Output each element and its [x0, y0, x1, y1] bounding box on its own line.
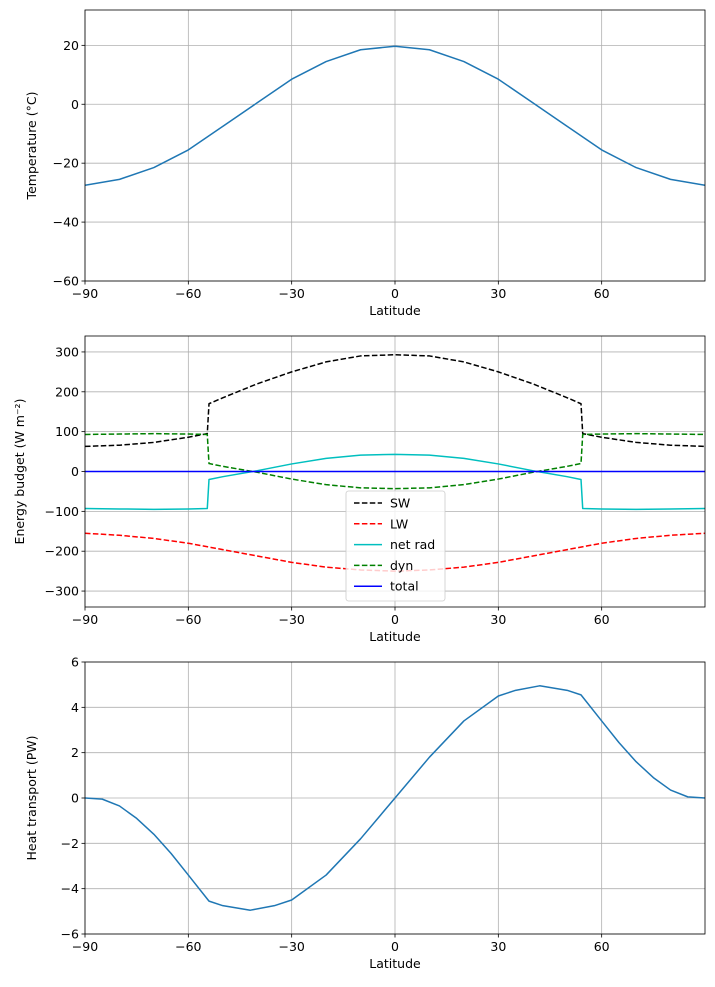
energy-budget-x-tick-label: −90 — [72, 612, 98, 627]
energy-budget-y-tick-label: 200 — [55, 384, 79, 399]
temperature-series — [85, 45, 705, 187]
energy-budget-legend-label-net-rad: net rad — [390, 537, 435, 552]
energy-budget-y-tick-label: −200 — [45, 544, 79, 559]
energy-budget-legend-box — [345, 490, 446, 602]
heat-transport-y-tick-label: 6 — [71, 655, 79, 670]
heat-transport-series-line — [85, 685, 705, 911]
temperature-x-tick-label: 0 — [391, 286, 399, 301]
energy-budget-x-tick-label: −60 — [175, 612, 201, 627]
temperature-x-axis-label: Latitude — [369, 303, 421, 318]
temperature-y-axis-label: Temperature (°C) — [24, 92, 39, 201]
heat-transport-y-tick-label: −4 — [61, 881, 79, 896]
temperature-x-tick-label: 30 — [490, 286, 506, 301]
heat-transport-y-tick-label: −6 — [61, 927, 79, 942]
temperature-series-line — [85, 45, 705, 187]
heat-transport-y-tick-label: 4 — [71, 700, 79, 715]
energy-budget-y-tick-label: −300 — [45, 584, 79, 599]
heat-transport-series — [85, 685, 705, 911]
temperature-y-tick-label: −40 — [53, 215, 79, 230]
heat-transport-x-tick-label: 60 — [594, 939, 610, 954]
temperature-x-tick-label: −60 — [175, 286, 201, 301]
energy-budget-x-tick-label: 30 — [490, 612, 506, 627]
heat-transport-panel: −90 −60 −30 0 30 60 −6 −4 −2 0 2 4 6 Latitude Heat t… — [24, 655, 706, 971]
energy-budget-series-dyn — [85, 432, 705, 490]
heat-transport-x-tick-label: −30 — [278, 939, 304, 954]
temperature-x-tick-label: −30 — [278, 286, 304, 301]
heat-transport-x-axis-label: Latitude — [369, 956, 421, 971]
heat-transport-x-tick-label: −90 — [72, 939, 98, 954]
temperature-y-tick-label: 0 — [71, 97, 79, 112]
temperature-y-tick-label: −60 — [53, 274, 79, 289]
energy-budget-y-tick-label: 300 — [55, 344, 79, 359]
energy-budget-x-tick-label: 60 — [594, 612, 610, 627]
energy-budget-legend-label-sw: SW — [390, 496, 410, 511]
heat-transport-y-tick-label: −2 — [61, 836, 79, 851]
energy-budget-legend-label-dyn: dyn — [390, 558, 413, 573]
heat-transport-ticks: −90 −60 −30 0 30 60 −6 −4 −2 0 2 4 6 — [61, 655, 610, 955]
energy-budget-y-tick-label: 0 — [71, 464, 79, 479]
energy-budget-y-tick-label: 100 — [55, 424, 79, 439]
temperature-y-tick-label: −20 — [53, 156, 79, 171]
heat-transport-x-tick-label: −60 — [175, 939, 201, 954]
heat-transport-x-tick-label: 0 — [391, 939, 399, 954]
temperature-x-tick-label: −90 — [72, 286, 98, 301]
energy-budget-x-tick-label: 0 — [391, 612, 399, 627]
energy-budget-legend: SW LW net rad dyn total — [345, 490, 446, 602]
energy-budget-y-axis-label: Energy budget (W m⁻²) — [12, 399, 27, 545]
temperature-grid — [84, 10, 705, 282]
energy-budget-legend-label-lw: LW — [390, 516, 408, 531]
heat-transport-x-tick-label: 30 — [490, 939, 506, 954]
energy-budget-series-net-rad — [85, 453, 705, 511]
heat-transport-y-tick-label: 2 — [71, 745, 79, 760]
temperature-y-tick-label: 20 — [63, 38, 79, 53]
energy-budget-legend-label-total: total — [390, 579, 419, 594]
energy-budget-y-tick-label: −100 — [45, 504, 79, 519]
energy-budget-x-tick-label: −30 — [278, 612, 304, 627]
temperature-x-tick-label: 60 — [594, 286, 610, 301]
heat-transport-y-axis-label: Heat transport (PW) — [24, 735, 39, 860]
energy-budget-x-axis-label: Latitude — [369, 629, 421, 644]
heat-transport-y-tick-label: 0 — [71, 791, 79, 806]
